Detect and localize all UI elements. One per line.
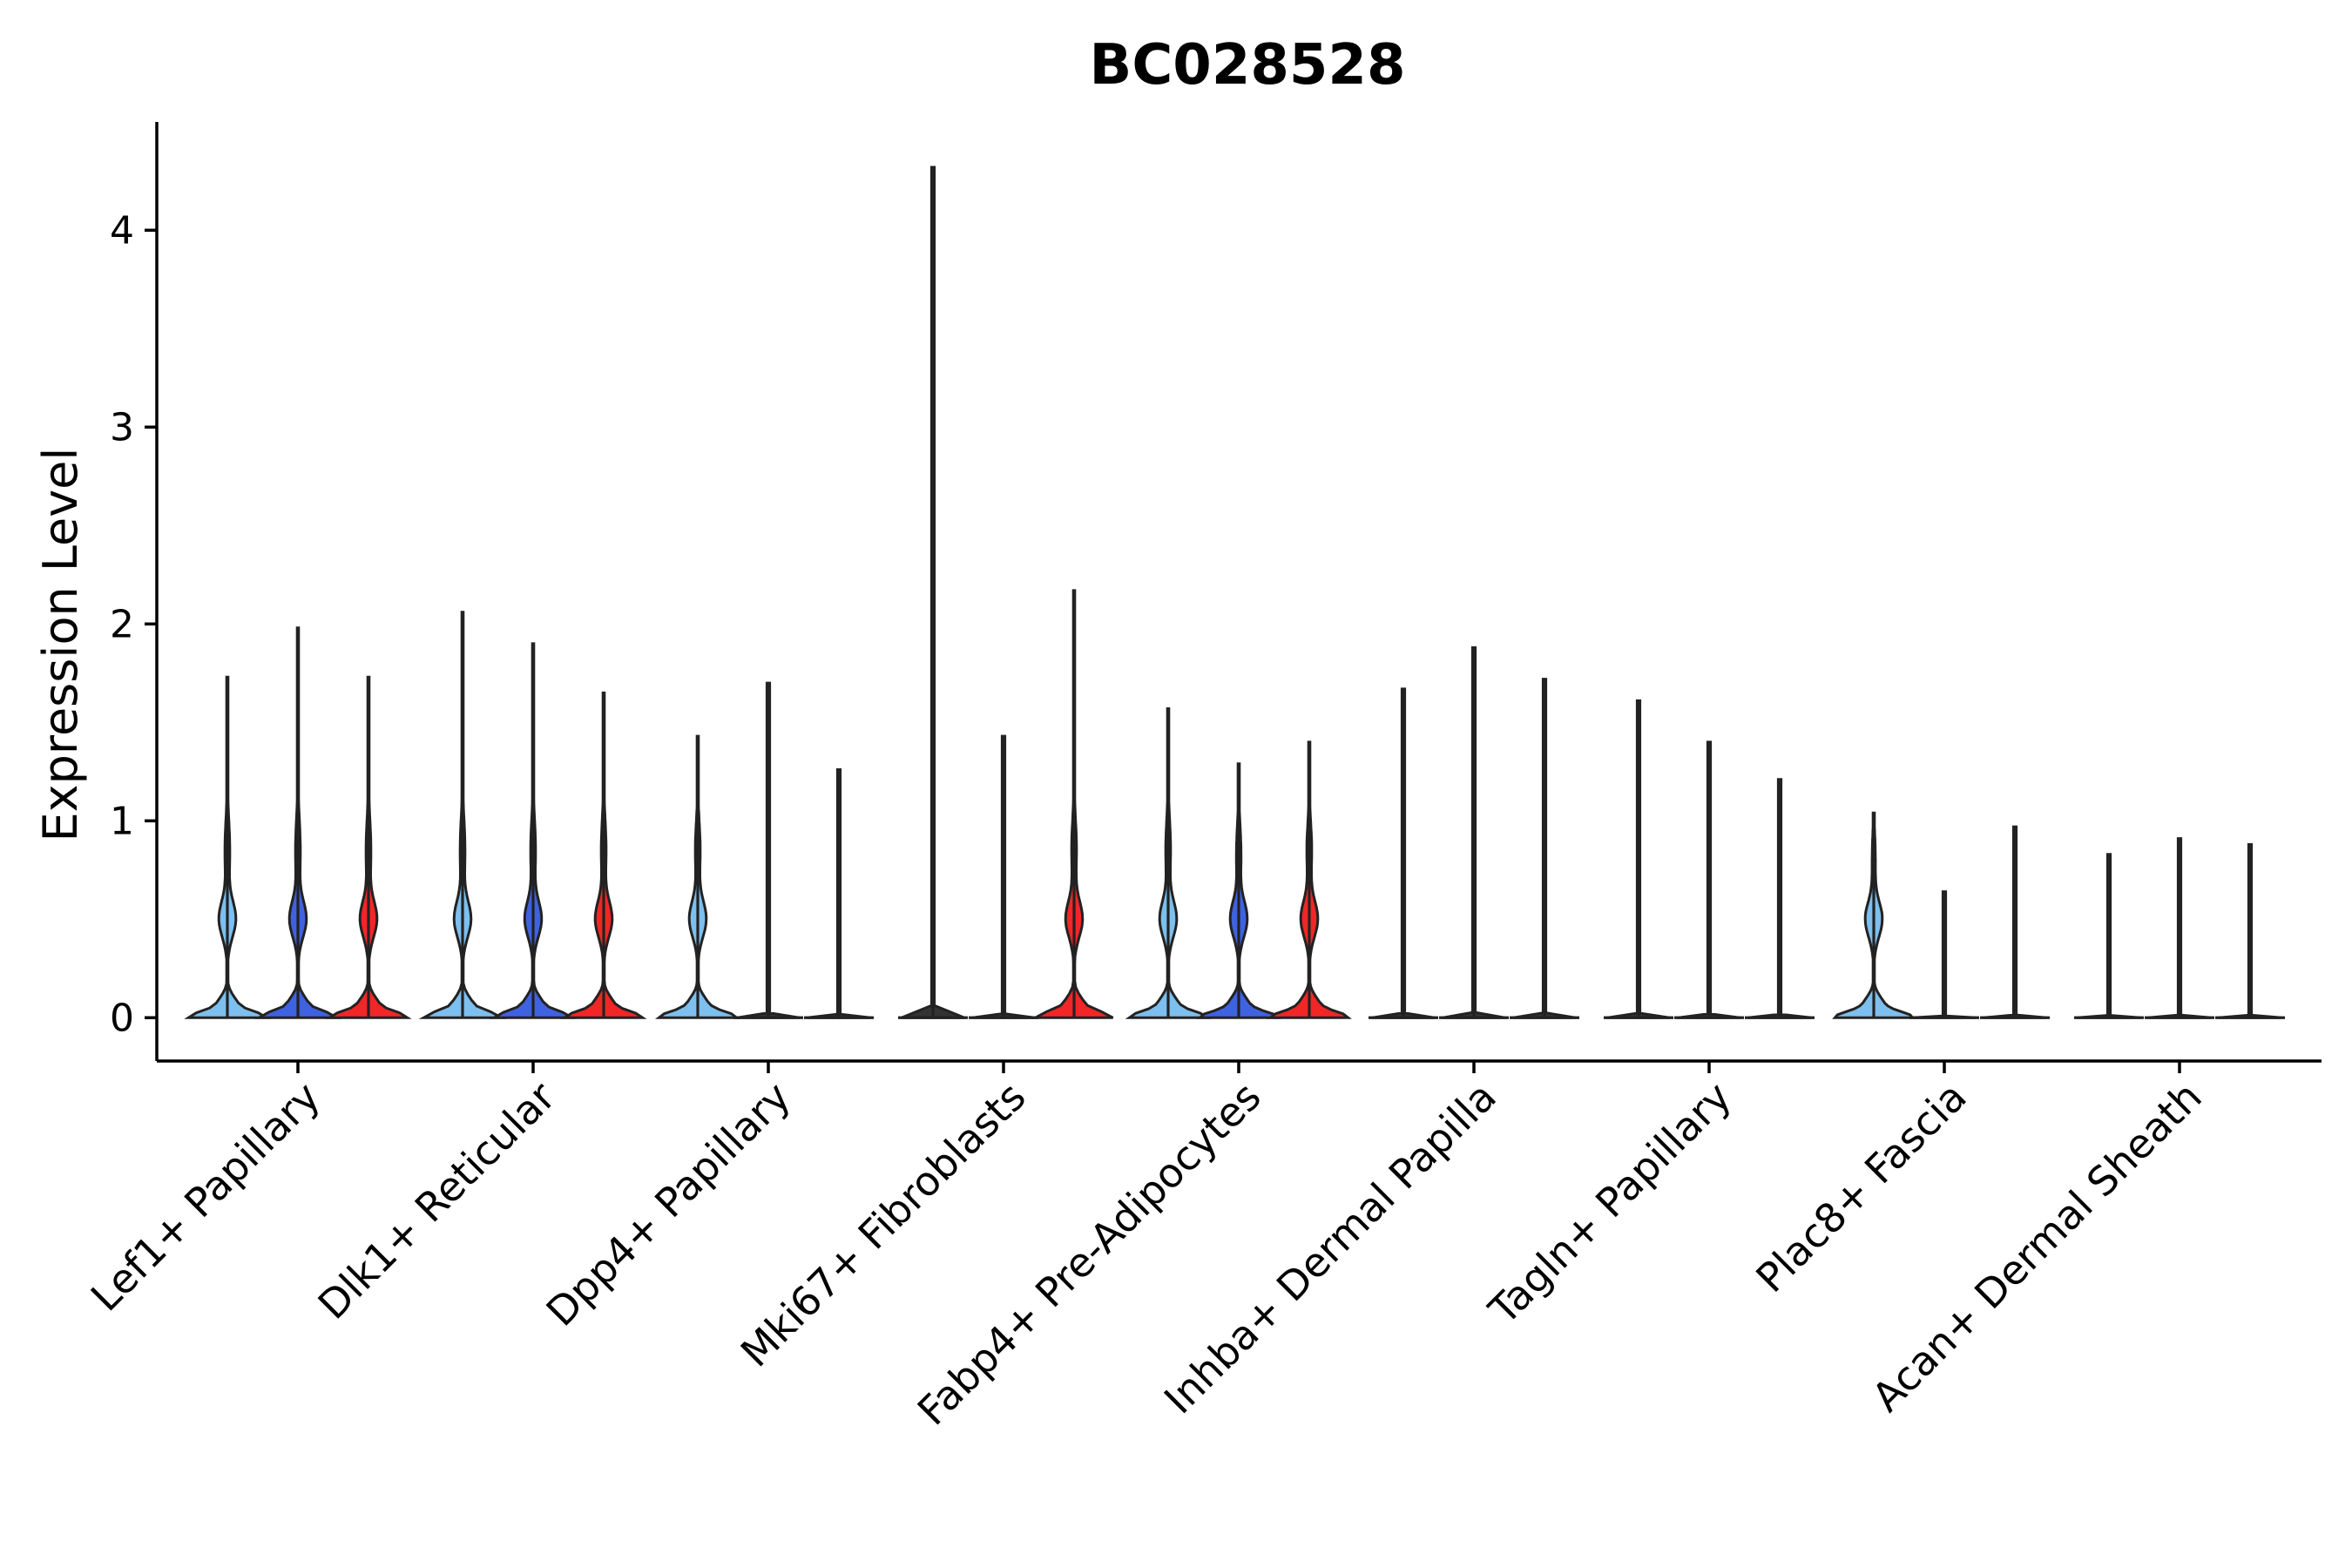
- violins-layer: [184, 166, 2285, 1019]
- y-tick-label-4: 4: [110, 208, 134, 253]
- y-tick-label-2: 2: [110, 602, 134, 646]
- y-axis-label: Expression Level: [33, 448, 88, 842]
- x-tick-label-7: Plac8+ Fascia: [1747, 1073, 1975, 1301]
- y-tick-label-3: 3: [110, 405, 134, 449]
- x-tick-label-1: Dlk1+ Reticular: [309, 1073, 564, 1328]
- x-tick-label-2: Dpp4+ Papillary: [537, 1073, 800, 1335]
- y-ticks: 0 1 2 3 4: [110, 208, 157, 1040]
- y-tick-label-0: 0: [110, 996, 134, 1040]
- y-tick-label-1: 1: [110, 799, 134, 843]
- chart-title: BC028528: [1090, 33, 1406, 98]
- x-tick-label-0: Lef1+ Papillary: [82, 1073, 329, 1321]
- x-tick-label-6: Tagln+ Papillary: [1479, 1073, 1740, 1335]
